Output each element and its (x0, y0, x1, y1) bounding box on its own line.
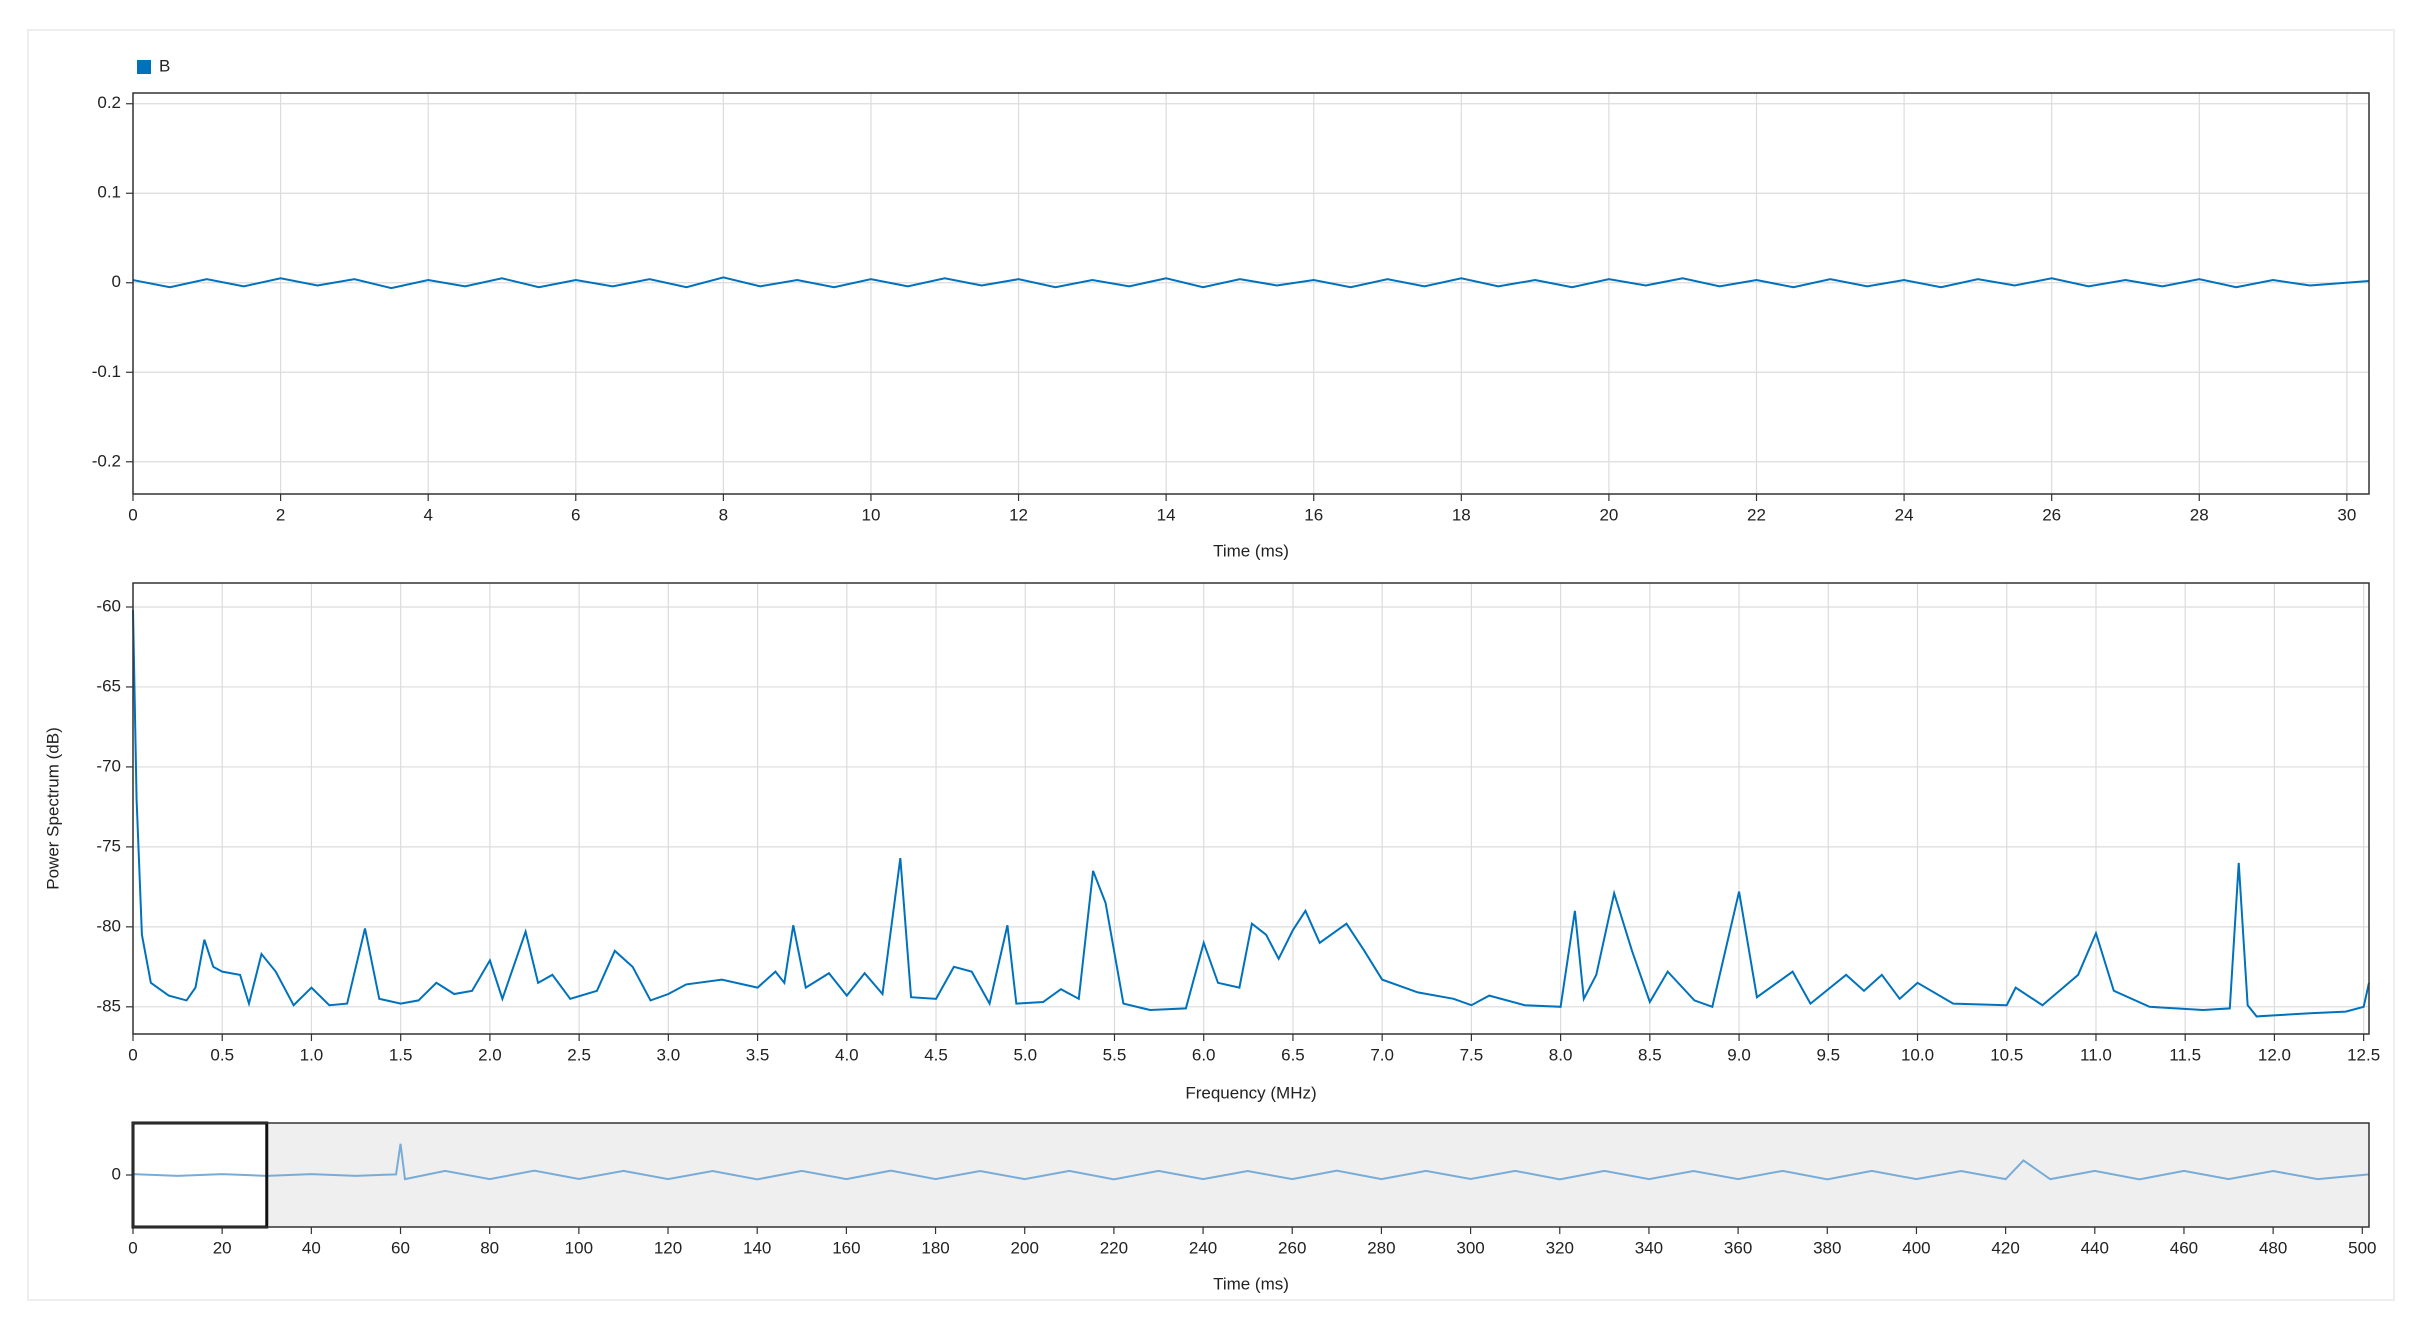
x-tick-label: 60 (391, 1238, 410, 1257)
series-line (132, 610, 2370, 1018)
x-tick-label: 0 (128, 1238, 137, 1257)
x-tick-label: 3.5 (746, 1045, 770, 1064)
x-tick-label: 380 (1813, 1238, 1841, 1257)
x-tick-label: 6.5 (1281, 1045, 1305, 1064)
x-tick-label: 4.5 (924, 1045, 948, 1064)
x-tick-label: 420 (1991, 1238, 2019, 1257)
x-tick-label: 8.5 (1638, 1045, 1662, 1064)
series-line (132, 1143, 2370, 1181)
x-tick-label: 100 (565, 1238, 593, 1257)
x-tick-label: 2 (276, 505, 285, 524)
x-tick-label: 0.5 (210, 1045, 234, 1064)
x-tick-label: 160 (832, 1238, 860, 1257)
x-tick-label: 20 (213, 1238, 232, 1257)
x-tick-label: 220 (1100, 1238, 1128, 1257)
y-tick-label: -0.1 (92, 362, 121, 381)
x-tick-label: 30 (2337, 505, 2356, 524)
x-tick-label: 200 (1011, 1238, 1039, 1257)
x-tick-label: 240 (1189, 1238, 1217, 1257)
x-tick-label: 2.0 (478, 1045, 502, 1064)
y-tick-label: -85 (96, 996, 121, 1015)
x-tick-label: 5.5 (1103, 1045, 1127, 1064)
y-tick-label: 0 (112, 1164, 121, 1183)
x-tick-label: 320 (1546, 1238, 1574, 1257)
y-tick-label: -60 (96, 596, 121, 615)
x-tick-label: 12.5 (2347, 1045, 2380, 1064)
x-tick-label: 440 (2081, 1238, 2109, 1257)
x-tick-label: 140 (743, 1238, 771, 1257)
x-tick-label: 400 (1902, 1238, 1930, 1257)
x-tick-label: 5.0 (1013, 1045, 1037, 1064)
x-tick-label: 7.0 (1370, 1045, 1394, 1064)
x-tick-label: 80 (480, 1238, 499, 1257)
x-tick-label: 8.0 (1549, 1045, 1573, 1064)
x-tick-label: 3.0 (657, 1045, 681, 1064)
x-tick-label: 10.0 (1901, 1045, 1934, 1064)
x-tick-label: 500 (2348, 1238, 2376, 1257)
x-axis-label: Time (ms) (1213, 541, 1289, 560)
y-tick-label: -75 (96, 836, 121, 855)
panel (27, 29, 2395, 1301)
x-axis-label: Frequency (MHz) (1185, 1083, 1316, 1102)
y-tick-label: 0.2 (97, 93, 121, 112)
x-tick-label: 340 (1635, 1238, 1663, 1257)
plot-frame (132, 92, 2370, 495)
plot-frame (132, 582, 2370, 1035)
x-tick-label: 18 (1452, 505, 1471, 524)
x-tick-label: 20 (1599, 505, 1618, 524)
x-tick-label: 9.5 (1816, 1045, 1840, 1064)
x-tick-label: 1.0 (300, 1045, 324, 1064)
y-tick-label: -0.2 (92, 451, 121, 470)
series-line (132, 276, 2370, 290)
x-tick-label: 0 (128, 505, 137, 524)
x-tick-label: 7.5 (1460, 1045, 1484, 1064)
x-tick-label: 11.0 (2080, 1045, 2112, 1064)
x-tick-label: 4 (423, 505, 432, 524)
y-tick-label: 0.1 (97, 183, 121, 202)
x-tick-label: 40 (302, 1238, 321, 1257)
x-tick-label: 180 (921, 1238, 949, 1257)
x-tick-label: 14 (1157, 505, 1176, 524)
x-tick-label: 6 (571, 505, 580, 524)
x-tick-label: 6.0 (1192, 1045, 1216, 1064)
x-tick-label: 8 (719, 505, 728, 524)
x-tick-label: 120 (654, 1238, 682, 1257)
x-tick-label: 480 (2259, 1238, 2287, 1257)
y-tick-label: -65 (96, 676, 121, 695)
x-tick-label: 2.5 (567, 1045, 591, 1064)
plot-frame (132, 1122, 2370, 1228)
overview-bg (133, 1123, 2369, 1227)
x-tick-label: 22 (1747, 505, 1766, 524)
y-tick-label: -80 (96, 916, 121, 935)
x-tick-label: 12 (1009, 505, 1028, 524)
x-tick-label: 26 (2042, 505, 2061, 524)
x-tick-label: 10.5 (1990, 1045, 2023, 1064)
x-tick-label: 28 (2190, 505, 2209, 524)
x-tick-label: 24 (1895, 505, 1914, 524)
legend-swatch (137, 60, 151, 74)
x-tick-label: 300 (1456, 1238, 1484, 1257)
y-axis-label: Power Spectrum (dB) (43, 727, 62, 890)
x-tick-label: 12.0 (2258, 1045, 2291, 1064)
x-tick-label: 1.5 (389, 1045, 413, 1064)
legend-label: B (159, 56, 170, 75)
x-tick-label: 4.0 (835, 1045, 859, 1064)
x-tick-label: 10 (861, 505, 880, 524)
x-tick-label: 0 (128, 1045, 137, 1064)
x-tick-label: 9.0 (1727, 1045, 1751, 1064)
x-tick-label: 460 (2170, 1238, 2198, 1257)
x-tick-label: 11.5 (2169, 1045, 2201, 1064)
x-tick-label: 16 (1304, 505, 1323, 524)
y-tick-label: 0 (112, 272, 121, 291)
y-tick-label: -70 (96, 756, 121, 775)
x-tick-label: 260 (1278, 1238, 1306, 1257)
x-tick-label: 360 (1724, 1238, 1752, 1257)
x-axis-label: Time (ms) (1213, 1274, 1289, 1293)
x-tick-label: 280 (1367, 1238, 1395, 1257)
